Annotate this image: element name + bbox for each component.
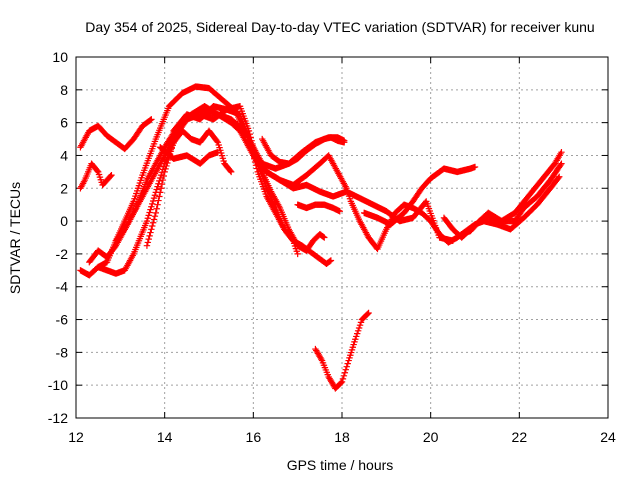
series-arc-10 — [294, 201, 343, 214]
x-tick-label: 18 — [334, 429, 350, 445]
x-tick-label: 16 — [246, 429, 262, 445]
data-point — [342, 370, 348, 376]
series-arc-2 — [77, 160, 114, 191]
data-point — [344, 363, 350, 369]
grid — [76, 57, 608, 418]
data-point — [152, 213, 158, 219]
data-point — [153, 210, 159, 216]
y-tick-label: 0 — [60, 213, 68, 229]
data-point — [146, 212, 152, 218]
data-point — [343, 367, 349, 373]
x-tick-label: 20 — [423, 429, 439, 445]
y-tick-label: 4 — [60, 147, 68, 163]
y-tick-label: -8 — [56, 344, 69, 360]
data-point — [150, 220, 156, 226]
series-arc-1 — [77, 116, 154, 152]
y-tick-label: -6 — [56, 312, 69, 328]
data-point — [149, 201, 155, 207]
data-point — [149, 223, 155, 229]
data-point — [153, 186, 159, 192]
data-point — [146, 236, 152, 242]
y-axis-label: SDTVAR / TECUs — [7, 182, 23, 294]
y-tick-label: 6 — [60, 115, 68, 131]
data-point — [145, 239, 151, 245]
y-tick-label: 8 — [60, 82, 68, 98]
data-points — [77, 83, 564, 391]
series-arc-11 — [361, 164, 478, 228]
data-point — [151, 216, 157, 222]
y-tick-label: 2 — [60, 180, 68, 196]
y-tick-label: -10 — [48, 377, 68, 393]
y-tick-label: -2 — [56, 246, 69, 262]
data-point — [147, 206, 153, 212]
y-tick-label: 10 — [52, 49, 68, 65]
x-tick-label: 14 — [157, 429, 173, 445]
data-point — [146, 209, 152, 215]
sdtvar-chart: Day 354 of 2025, Sidereal Day-to-day VTE… — [0, 0, 640, 480]
x-tick-label: 12 — [68, 429, 84, 445]
y-tick-label: -12 — [48, 410, 68, 426]
data-point — [147, 229, 153, 235]
data-point — [152, 192, 158, 198]
data-point — [157, 189, 163, 195]
data-point — [148, 226, 154, 232]
x-tick-label: 22 — [512, 429, 528, 445]
data-point — [345, 360, 351, 366]
data-point — [144, 243, 150, 249]
chart-title: Day 354 of 2025, Sidereal Day-to-day VTE… — [85, 19, 594, 35]
data-point — [154, 201, 160, 207]
data-point — [146, 233, 152, 239]
x-tick-label: 24 — [600, 429, 616, 445]
x-axis-label: GPS time / hours — [287, 457, 394, 473]
y-tick-label: -4 — [56, 279, 69, 295]
